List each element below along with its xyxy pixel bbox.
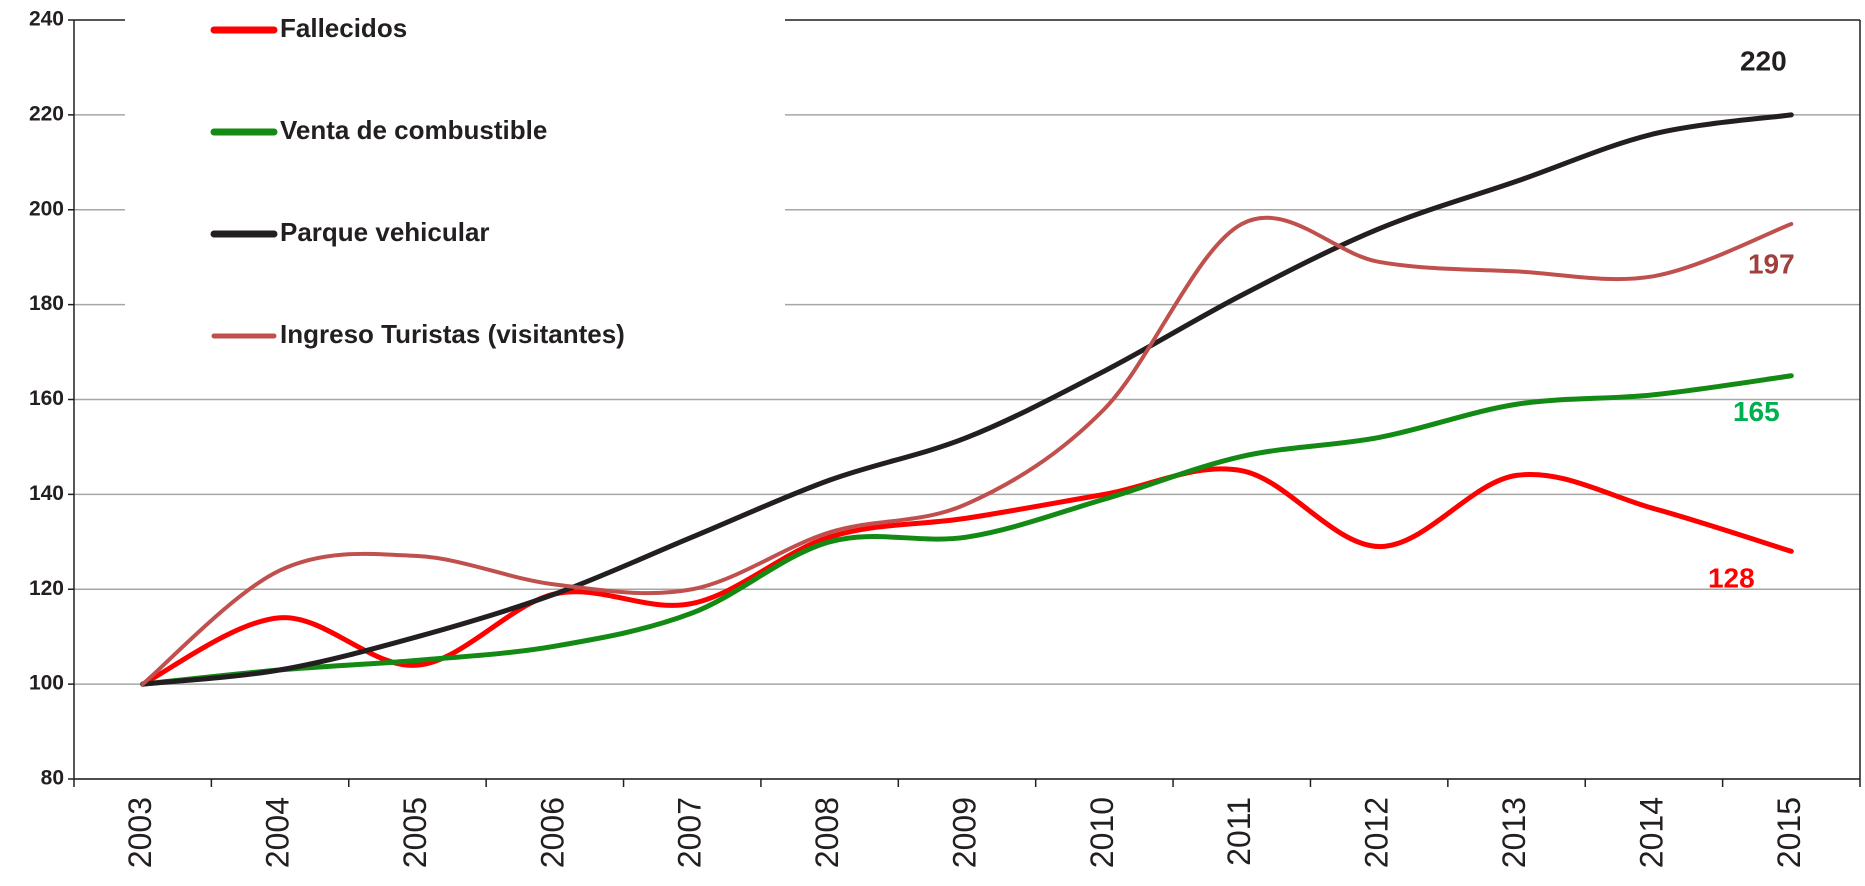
x-tick-label: 2004 [260, 797, 296, 868]
x-tick-label: 2008 [809, 797, 845, 868]
x-tick-label: 2003 [122, 797, 158, 868]
x-tick-label: 2007 [672, 797, 708, 868]
series-line [140, 373, 1794, 687]
y-tick-label: 120 [29, 577, 64, 600]
x-tick-label: 2006 [534, 797, 570, 868]
x-tick-label: 2012 [1359, 797, 1395, 868]
x-tick-label: 2005 [397, 797, 433, 868]
x-tick-label: 2013 [1496, 797, 1532, 868]
series-line [140, 112, 1794, 687]
legend-label: Fallecidos [280, 13, 407, 43]
end-value-label: 220 [1740, 45, 1787, 76]
y-tick-label: 100 [29, 672, 64, 695]
y-tick-label: 220 [29, 102, 64, 125]
legend-label: Ingreso Turistas (visitantes) [280, 319, 625, 349]
end-value-label: 128 [1708, 563, 1755, 594]
end-value-label: 197 [1748, 248, 1795, 279]
x-tick-label: 2010 [1084, 797, 1120, 868]
x-tick-label: 2014 [1633, 797, 1669, 868]
end-value-label: 165 [1733, 396, 1780, 427]
series-line [140, 466, 1794, 687]
y-tick-label: 80 [41, 767, 64, 790]
legend-label: Parque vehicular [280, 217, 490, 247]
series-line [140, 215, 1794, 687]
y-tick-label: 240 [29, 8, 64, 31]
x-tick-label: 2009 [946, 797, 982, 868]
y-tick-label: 180 [29, 292, 64, 315]
y-tick-label: 160 [29, 387, 64, 410]
y-tick-label: 140 [29, 482, 64, 505]
x-tick-label: 2015 [1771, 797, 1807, 868]
x-tick-label: 2011 [1221, 797, 1257, 866]
legend-background [125, 0, 785, 357]
legend-label: Venta de combustible [280, 115, 547, 145]
y-tick-label: 200 [29, 197, 64, 220]
